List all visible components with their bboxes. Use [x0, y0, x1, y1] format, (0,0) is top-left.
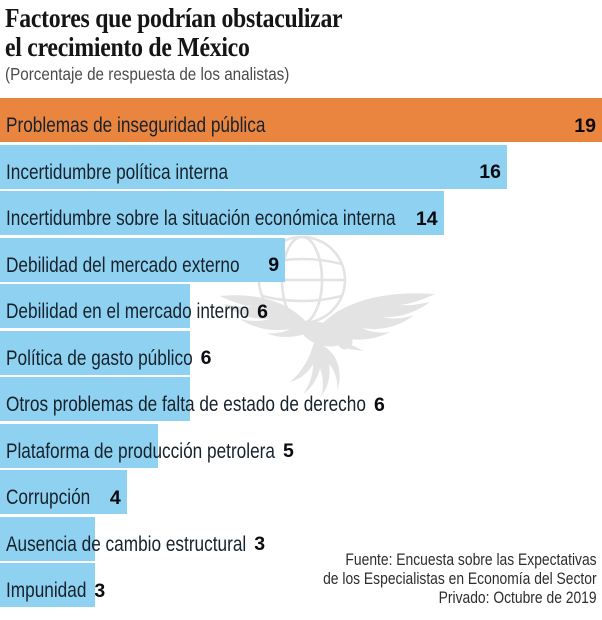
bar-label: Debilidad en el mercado interno: [6, 300, 250, 323]
bar-row: Incertidumbre sobre la situación económi…: [0, 191, 602, 237]
bar-row: Ausencia de cambio estructural 3: [0, 516, 602, 563]
bar-value: 19: [574, 114, 596, 137]
source-line-2: de los Especialistas en Economía del Sec…: [323, 570, 597, 588]
bar: [0, 144, 507, 189]
title-line-1: Factores que podrían obstaculizar: [5, 3, 343, 33]
bar-label: Incertidumbre sobre la situación económi…: [6, 207, 396, 230]
source-note: Fuente: Encuesta sobre las Expectativas …: [324, 551, 597, 608]
bar-value: 3: [94, 579, 106, 602]
publisher-eagle-globe-watermark-icon: [210, 230, 445, 410]
bar-value: 6: [257, 300, 268, 323]
bar-row: Problemas de inseguridad pública 19: [0, 98, 602, 144]
bar-label: Debilidad del mercado externo: [6, 253, 240, 277]
bar: [0, 284, 191, 328]
source-line-1: Fuente: Encuesta sobre las Expectativas: [345, 551, 597, 569]
bar: [0, 516, 96, 561]
bar-row: Otros problemas de falta de estado de de…: [0, 377, 602, 423]
bar-row: Debilidad del mercado externo 9: [0, 237, 602, 284]
source-line-3: Privado: Octubre de 2019: [439, 589, 597, 607]
bar-row: Corrupción 4: [0, 470, 602, 516]
bar-chart: Problemas de inseguridad pública 19 Ince…: [0, 98, 602, 610]
chart-subtitle: (Porcentaje de respuesta de los analista…: [5, 64, 290, 84]
bar: [0, 330, 191, 375]
bar-value: 14: [415, 207, 438, 230]
bar: [0, 191, 444, 235]
bar: [0, 563, 96, 607]
bar: [0, 377, 191, 421]
bar: [0, 98, 602, 142]
page-title: Factores que podrían obstaculizar el crec…: [5, 3, 343, 62]
bar-value: 6: [200, 347, 212, 369]
bar-row: Política de gasto público 6: [0, 330, 602, 377]
bar-row: Plataforma de producción petrolera 5: [0, 423, 602, 470]
bar-label: Corrupción: [6, 486, 91, 509]
bar-value: 16: [479, 161, 501, 183]
bar-value: 5: [282, 440, 294, 462]
bar-value: 9: [268, 254, 280, 276]
bar-row: Debilidad en el mercado interno 6: [0, 284, 602, 330]
bar-label: Política de gasto público: [6, 346, 193, 370]
bar-label: Incertidumbre política interna: [6, 160, 229, 184]
bar: [0, 423, 159, 468]
bar-row: Impunidad 3: [0, 563, 602, 609]
bar-row: Incertidumbre política interna 16: [0, 144, 602, 191]
bar-value: 3: [254, 533, 266, 555]
bar-label: Problemas de inseguridad pública: [6, 114, 266, 137]
title-line-2: el crecimiento de México: [5, 32, 250, 62]
bar-label: Ausencia de cambio estructural: [6, 532, 247, 556]
bar-value: 4: [109, 486, 121, 509]
bar-label: Plataforma de producción petrolera: [6, 439, 275, 463]
bar-value: 6: [373, 393, 385, 416]
bar-label: Impunidad: [6, 579, 87, 602]
bar-label: Otros problemas de falta de estado de de…: [6, 393, 366, 416]
bar: [0, 237, 286, 282]
bar: [0, 470, 127, 514]
